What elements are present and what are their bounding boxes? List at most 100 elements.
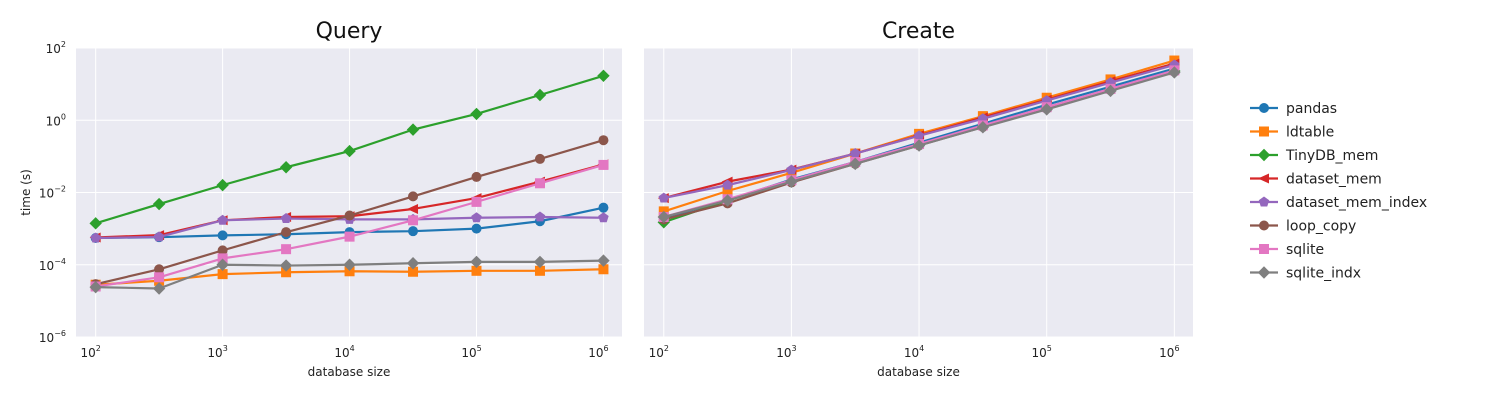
x-tick-label: 105 [461,344,481,360]
data-point [279,161,293,174]
data-point [785,175,798,188]
data-point [722,186,733,197]
data-point [534,178,545,189]
data-point [154,272,165,283]
data-point [1040,103,1053,116]
data-point [216,258,229,271]
legend-marker [1258,196,1270,207]
data-point [281,267,292,278]
data-point [406,257,420,270]
legend-marker [1259,126,1269,137]
data-point [152,282,166,295]
data-point [343,258,356,271]
y-tick-label: 100 [46,112,66,128]
data-point [280,213,292,223]
y-tick-label: 10−2 [39,185,66,201]
data-point [217,253,228,264]
data-point [658,192,669,203]
x-tick-label: 103 [776,344,796,360]
data-point [534,153,545,164]
data-point [216,178,229,192]
data-point [533,88,547,102]
legend-marker [1259,103,1269,113]
x-tick-label: 102 [649,344,669,360]
x-axis-label: database size [877,365,960,379]
legend-label: pandas [1286,101,1337,117]
chart-title: Query [316,19,383,44]
data-point [912,139,926,152]
data-point [598,264,609,275]
x-axis-label: database size [308,365,391,379]
legend: pandas ldtable TinyDB_mem dataset_memdatase… [1250,101,1427,282]
x-tick-label: 106 [588,344,608,360]
query-panel: Query 102 103 104 105 106 102 100 10−2 10−4 10−6 da… [19,19,622,379]
legend-item-ldtable: ldtable [1250,125,1334,141]
data-point [471,171,482,182]
data-point [408,191,419,202]
data-point [913,130,925,141]
data-point [598,212,609,223]
series-sqlite-indx [89,254,610,295]
data-point [217,245,228,256]
create-panel: Create 102 103 104 105 106 database size [644,19,1193,379]
legend-item-dataset-mem-index: dataset_mem_index [1250,195,1427,211]
data-point [598,135,609,146]
series-loop-copy [90,135,609,290]
data-point [344,231,355,242]
data-point [90,232,101,243]
data-point [471,265,482,276]
data-point [406,123,420,136]
legend-item-sqlite-indx: sqlite_indx [1250,266,1361,282]
data-point [154,264,165,275]
data-point [408,215,419,226]
data-point [849,157,862,171]
data-point [471,196,482,207]
legend-label: loop_copy [1286,219,1356,235]
chart-title: Create [882,19,955,44]
y-tick-label: 10−4 [39,257,66,273]
data-point [471,212,482,223]
legend-marker [1258,173,1269,184]
x-tick-label: 105 [1032,344,1052,360]
data-point [786,164,797,175]
data-point [850,148,861,158]
legend-label: dataset_mem [1286,172,1382,188]
data-point [657,210,670,224]
data-point [89,280,102,294]
data-point [343,144,356,158]
data-point [1168,66,1181,79]
legend-item-sqlite: sqlite [1250,242,1324,258]
series-sqlite-indx [657,66,1181,224]
data-point [722,179,733,190]
data-point [281,227,292,238]
legend-label: sqlite_indx [1286,266,1361,282]
data-point [217,214,228,225]
legend-item-tinydb-mem: TinyDB_mem [1250,148,1378,164]
legend-marker [1257,266,1271,279]
legend-marker [1259,220,1269,231]
data-point [597,254,610,267]
legend-label: ldtable [1286,125,1334,141]
legend-item-pandas: pandas [1250,101,1337,117]
data-point [471,223,482,234]
data-point [279,259,293,272]
data-point [976,121,990,134]
data-point [281,244,292,255]
data-point [598,202,609,213]
data-point [1104,84,1117,98]
data-point [408,266,419,277]
x-tick-label: 106 [1159,344,1179,360]
data-point [217,230,228,241]
legend-label: dataset_mem_index [1286,195,1427,211]
legend-item-loop-copy: loop_copy [1250,219,1356,235]
series-tinydb-mem [89,69,610,230]
data-point [152,197,166,211]
data-point [344,210,355,221]
y-tick-label: 10−6 [39,329,66,345]
data-point [533,255,547,269]
data-point [721,194,734,207]
data-point [89,217,102,230]
x-tick-label: 103 [207,344,227,360]
y-axis-label: time (s) [19,169,33,216]
